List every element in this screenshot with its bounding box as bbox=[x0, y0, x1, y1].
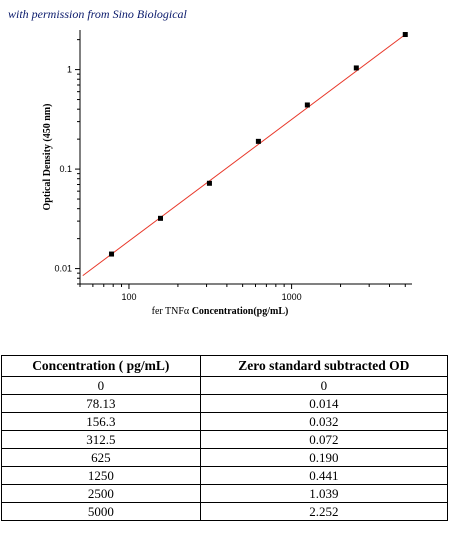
table-cell-concentration: 78.13 bbox=[1, 394, 201, 413]
table-row: 1250 0.441 bbox=[1, 466, 449, 485]
data-point bbox=[206, 180, 212, 186]
x-axis-label-prefix: fer TNFα bbox=[152, 306, 192, 317]
table-row: 156.3 0.032 bbox=[1, 412, 449, 431]
table-row: 2500 1.039 bbox=[1, 484, 449, 503]
table-cell-od: 0.014 bbox=[199, 394, 449, 413]
data-point bbox=[402, 32, 408, 38]
axis-labels: fer TNFα Concentration(pg/mL) Optical Den… bbox=[42, 104, 288, 317]
table-cell-od: 0.032 bbox=[199, 412, 449, 431]
table-cell-concentration: 312.5 bbox=[1, 430, 201, 449]
fit-line-group bbox=[82, 34, 406, 277]
y-axis-label: Optical Density (450 nm) bbox=[42, 104, 53, 211]
x-tick-label: 1000 bbox=[282, 292, 302, 302]
table-cell-concentration: 0 bbox=[1, 376, 201, 395]
table-cell-od: 0.441 bbox=[199, 466, 449, 485]
table-cell-od: 0.190 bbox=[199, 448, 449, 467]
table-row: 78.13 0.014 bbox=[1, 394, 449, 413]
permission-note: with permission from Sino Biological bbox=[8, 7, 187, 21]
data-points bbox=[109, 32, 408, 257]
data-table: Concentration ( pg/mL) Zero standard sub… bbox=[1, 355, 449, 521]
y-tick-label: 0.1 bbox=[59, 164, 72, 174]
table-cell-od: 0.072 bbox=[199, 430, 449, 449]
chart-axes bbox=[79, 30, 412, 285]
data-point bbox=[109, 251, 115, 257]
table-cell-concentration: 1250 bbox=[1, 466, 201, 485]
data-point bbox=[353, 65, 359, 71]
table-cell-concentration: 5000 bbox=[1, 502, 201, 521]
data-point bbox=[304, 102, 310, 108]
table-header-row: Concentration ( pg/mL) Zero standard sub… bbox=[1, 355, 449, 377]
table-cell-concentration: 2500 bbox=[1, 484, 201, 503]
table-cell-concentration: 156.3 bbox=[1, 412, 201, 431]
table-row: 312.5 0.072 bbox=[1, 430, 449, 449]
table-cell-od: 0 bbox=[199, 376, 449, 395]
table-header-concentration: Concentration ( pg/mL) bbox=[1, 355, 201, 377]
table-cell-od: 2.252 bbox=[199, 502, 449, 521]
table-row: 625 0.190 bbox=[1, 448, 449, 467]
x-axis-label: fer TNFα Concentration(pg/mL) bbox=[152, 306, 289, 317]
x-axis-label-main: Concentration(pg/mL) bbox=[192, 306, 289, 317]
table-cell-od: 1.039 bbox=[199, 484, 449, 503]
data-point bbox=[158, 215, 164, 221]
table-cell-concentration: 625 bbox=[1, 448, 201, 467]
data-point bbox=[255, 138, 261, 144]
fit-line bbox=[82, 34, 406, 277]
y-tick-label: 1 bbox=[67, 65, 72, 75]
y-tick-label: 0.01 bbox=[54, 264, 72, 274]
x-tick-label: 100 bbox=[121, 292, 136, 302]
chart-ticks: 100 1000 0.01 0.1 1 bbox=[54, 39, 406, 302]
table-row: 5000 2.252 bbox=[1, 502, 449, 521]
standard-curve-chart: 100 1000 0.01 0.1 1 fer TNFα Concentration(p… bbox=[42, 30, 412, 317]
table-header-od: Zero standard subtracted OD bbox=[199, 355, 449, 377]
table-row: 0 0 bbox=[1, 376, 449, 395]
